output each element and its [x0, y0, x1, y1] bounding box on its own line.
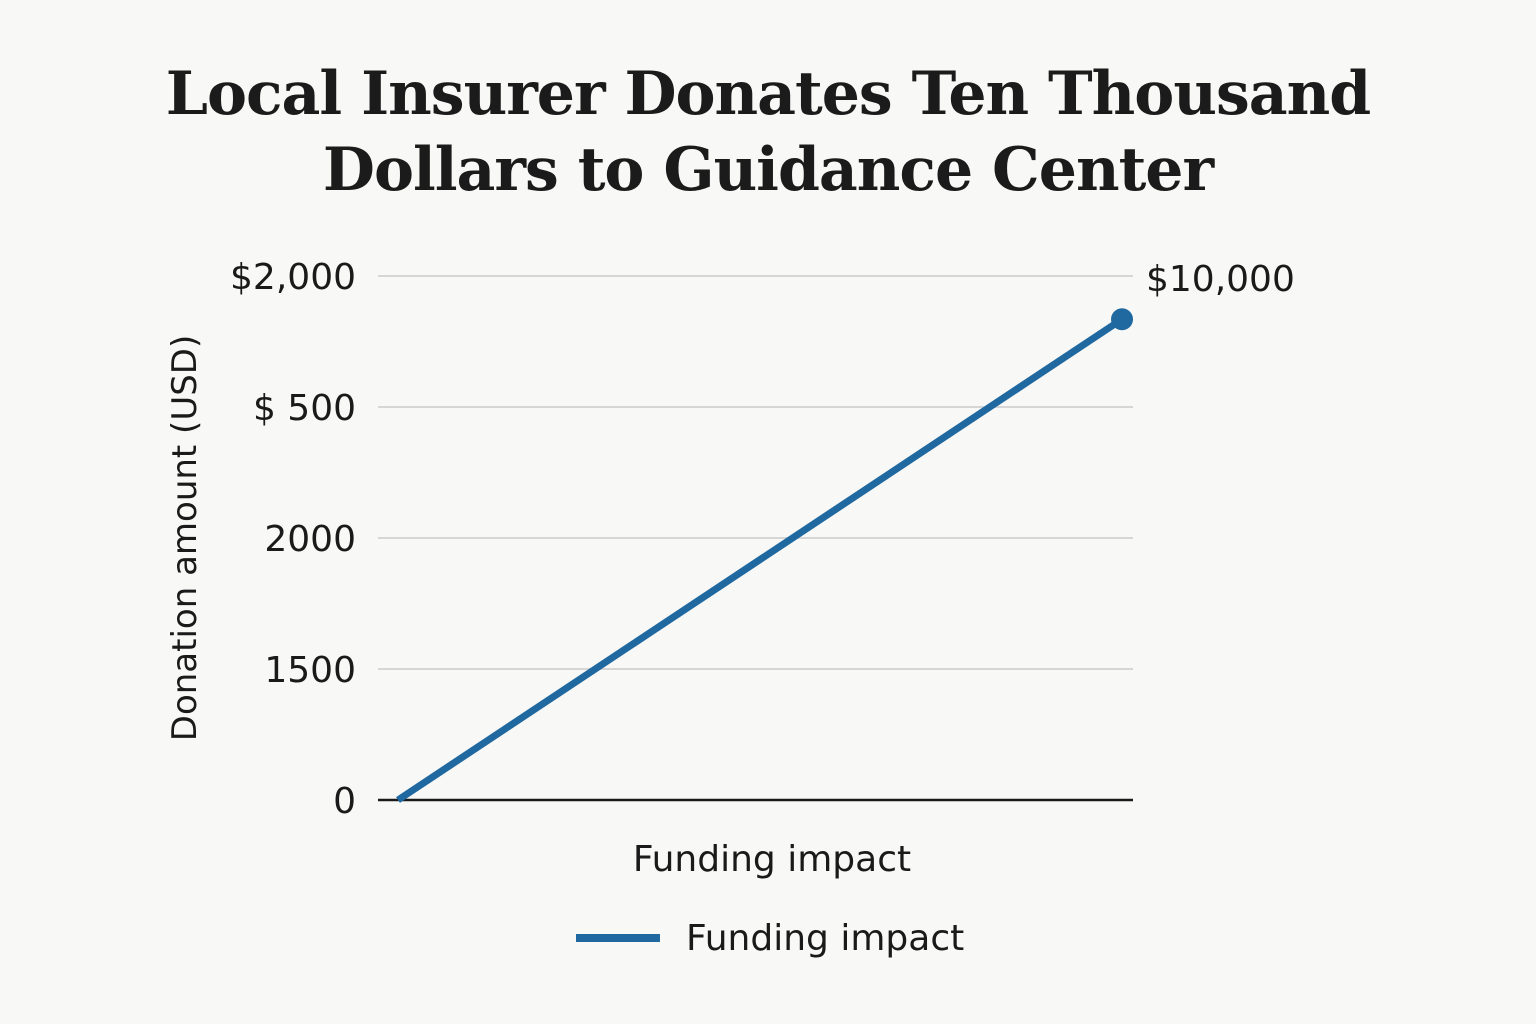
end-point-label: $10,000: [1146, 259, 1295, 300]
series-layer: $10,000: [396, 259, 1295, 803]
y-tick-label-4: $2,000: [230, 257, 356, 298]
y-axis-ticks: 0 1500 2000 $ 500 $2,000: [230, 257, 356, 822]
chart-title-line-1: Local Insurer Donates Ten Thousand: [165, 59, 1371, 129]
legend-label-funding-impact: Funding impact: [686, 917, 965, 959]
y-tick-label-3: $ 500: [253, 388, 356, 429]
legend: Funding impact: [576, 914, 964, 962]
series-line-funding-impact: [396, 316, 1124, 803]
gridlines: [378, 275, 1133, 670]
chart-title: Local Insurer Donates Ten Thousand Dolla…: [0, 56, 1536, 208]
y-axis-title: Donation amount (USD): [165, 335, 205, 741]
y-tick-label-0: 0: [333, 781, 356, 822]
y-tick-label-1: 1500: [264, 650, 356, 691]
legend-swatch-funding-impact: [576, 934, 660, 942]
y-tick-label-2: 2000: [264, 519, 356, 560]
x-axis-title: Funding impact: [633, 839, 911, 880]
series-end-point: [1111, 308, 1133, 331]
chart-title-line-2: Dollars to Guidance Center: [322, 135, 1214, 205]
